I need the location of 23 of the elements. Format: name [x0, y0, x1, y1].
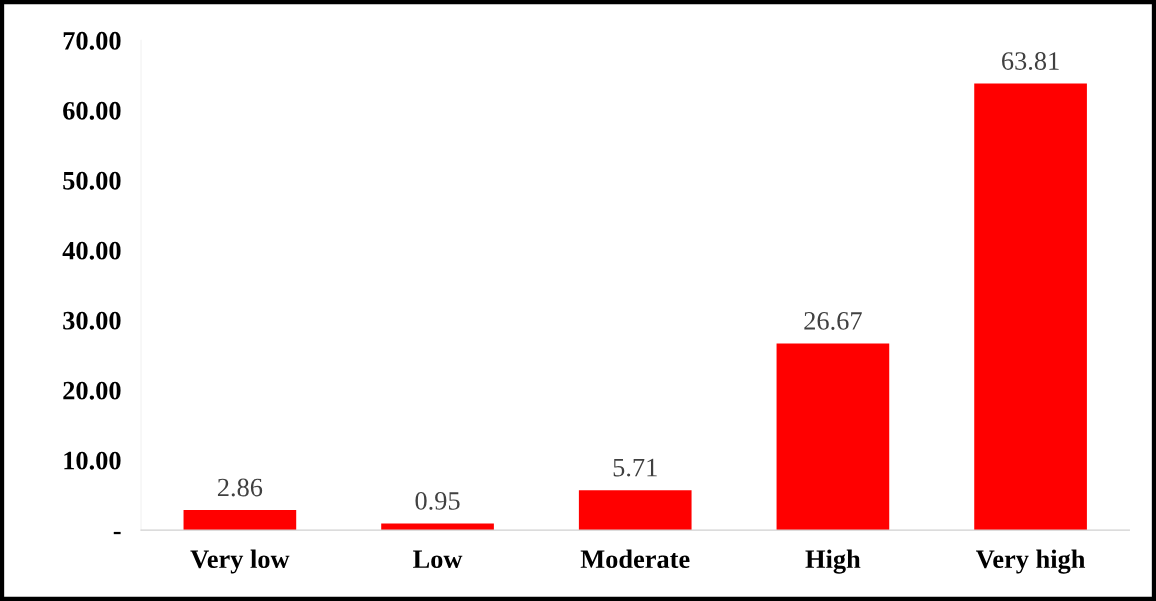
x-tick-label: Very low [190, 549, 290, 574]
y-tick-label: 60.00 [63, 101, 121, 120]
x-tick-label: High [805, 549, 861, 574]
y-tick-label: 10.00 [64, 451, 121, 470]
x-tick-label: Moderate [580, 549, 690, 569]
bar [578, 490, 692, 531]
y-tick-label: - [113, 531, 121, 535]
y-tick-label: 40.00 [62, 241, 121, 260]
data-label: 26.67 [804, 312, 862, 330]
x-tick-label: Very high [976, 549, 1086, 574]
data-label: 2.86 [217, 478, 263, 497]
bar [974, 83, 1087, 531]
y-tick-label: 50.00 [63, 171, 121, 190]
data-label: 63.81 [1002, 52, 1059, 70]
data-label: 0.95 [415, 491, 460, 510]
x-tick-label: Low [413, 550, 463, 569]
data-label: 5.71 [613, 458, 657, 477]
y-tick-label: 20.00 [63, 381, 121, 400]
y-tick-label: 70.00 [63, 31, 121, 50]
bar [381, 523, 494, 531]
bar [183, 510, 297, 531]
bar [776, 343, 890, 531]
y-tick-label: 30.00 [63, 311, 121, 330]
